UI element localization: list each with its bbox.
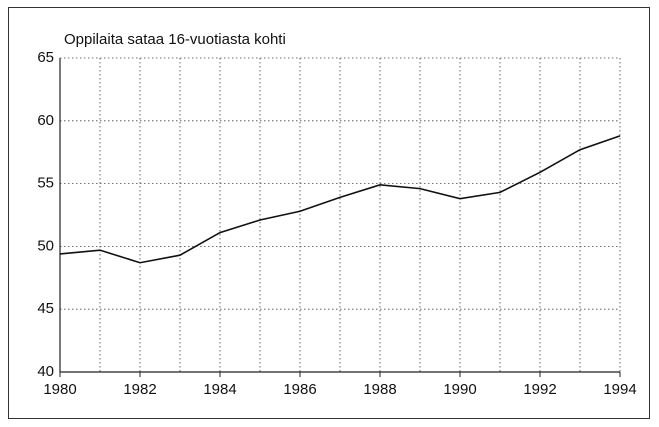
y-tick-label: 55 xyxy=(37,175,54,192)
y-tick-label: 60 xyxy=(37,112,54,129)
x-tick-label: 1990 xyxy=(443,381,476,398)
x-tick-label: 1988 xyxy=(363,381,396,398)
y-tick-label: 65 xyxy=(37,49,54,66)
frame xyxy=(8,7,650,419)
x-tick-label: 1992 xyxy=(523,381,556,398)
x-tick-label: 1994 xyxy=(603,381,636,398)
chart-title: Oppilaita sataa 16-vuotiasta kohti xyxy=(64,31,286,48)
data-line xyxy=(59,135,621,264)
x-tick-label: 1980 xyxy=(43,381,76,398)
x-tick-label: 1986 xyxy=(283,381,316,398)
y-tick-label: 45 xyxy=(37,300,54,317)
y-tick-label: 40 xyxy=(37,363,54,380)
x-tick-label: 1984 xyxy=(203,381,236,398)
x-tick-label: 1982 xyxy=(123,381,156,398)
y-tick-label: 50 xyxy=(37,237,54,254)
